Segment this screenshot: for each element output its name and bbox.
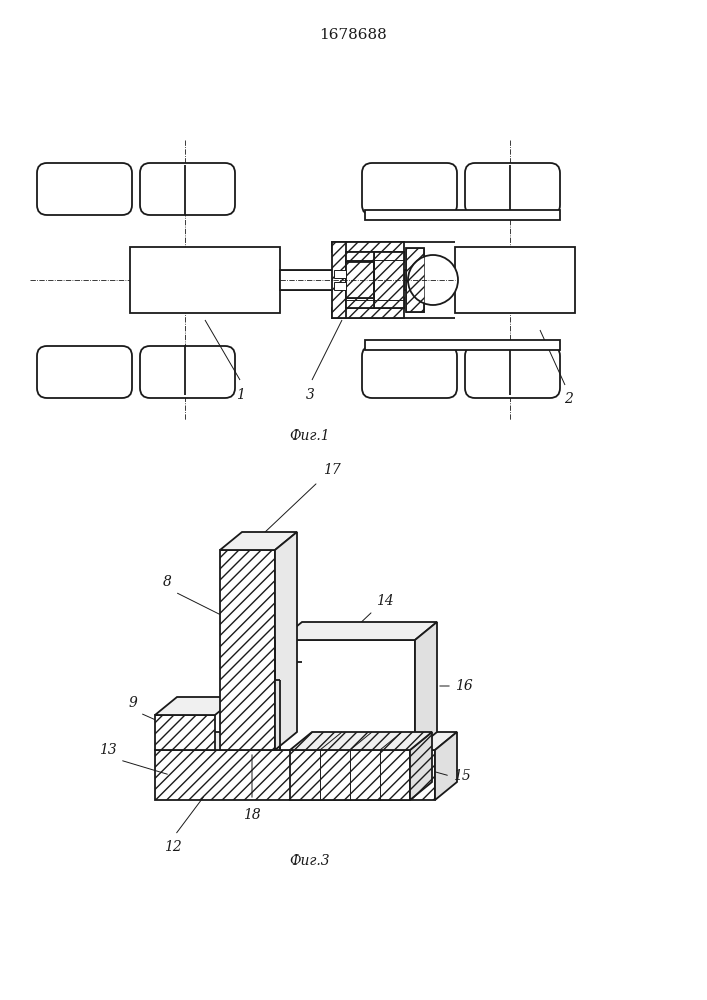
Bar — [346, 252, 404, 262]
Text: Фиг.1: Фиг.1 — [290, 429, 330, 443]
Polygon shape — [280, 622, 437, 640]
Text: 1678688: 1678688 — [319, 28, 387, 42]
Polygon shape — [280, 640, 415, 750]
Bar — [406, 248, 424, 312]
FancyBboxPatch shape — [140, 346, 235, 398]
Text: 15: 15 — [453, 769, 471, 783]
FancyBboxPatch shape — [362, 346, 457, 398]
Bar — [365, 340, 560, 350]
FancyBboxPatch shape — [465, 346, 560, 398]
Text: 12: 12 — [164, 840, 182, 854]
Bar — [334, 282, 346, 290]
FancyBboxPatch shape — [362, 163, 457, 215]
Polygon shape — [410, 732, 432, 800]
Polygon shape — [290, 750, 410, 800]
Bar — [280, 270, 450, 290]
Text: 18: 18 — [243, 808, 261, 822]
Polygon shape — [155, 750, 435, 800]
Bar — [455, 247, 575, 313]
FancyBboxPatch shape — [37, 163, 132, 215]
Bar — [332, 242, 346, 318]
Polygon shape — [220, 532, 297, 550]
Bar — [346, 298, 404, 308]
Polygon shape — [155, 697, 237, 715]
Text: 1: 1 — [235, 388, 245, 402]
Polygon shape — [275, 532, 297, 750]
Bar — [374, 252, 404, 308]
Bar — [332, 308, 404, 318]
Bar — [332, 242, 404, 252]
FancyBboxPatch shape — [140, 163, 235, 215]
Bar — [346, 272, 404, 288]
Polygon shape — [220, 550, 275, 750]
Text: 2: 2 — [563, 392, 573, 406]
Polygon shape — [435, 732, 457, 800]
Text: 9: 9 — [128, 696, 137, 710]
FancyBboxPatch shape — [465, 163, 560, 215]
Bar — [346, 262, 374, 298]
Text: 13: 13 — [99, 743, 117, 757]
Ellipse shape — [408, 255, 458, 305]
Polygon shape — [290, 732, 432, 750]
Text: 17: 17 — [323, 463, 341, 477]
Bar — [334, 270, 346, 278]
Polygon shape — [415, 622, 437, 750]
Bar — [130, 247, 280, 313]
Text: 3: 3 — [305, 388, 315, 402]
Polygon shape — [155, 715, 215, 750]
Bar — [365, 210, 560, 220]
Text: Фиг.3: Фиг.3 — [290, 854, 330, 868]
Bar — [438, 270, 455, 290]
Bar — [406, 248, 424, 312]
Text: 14: 14 — [376, 594, 394, 608]
Text: 8: 8 — [163, 575, 172, 589]
Polygon shape — [155, 732, 457, 750]
FancyBboxPatch shape — [37, 346, 132, 398]
Text: 16: 16 — [455, 679, 473, 693]
